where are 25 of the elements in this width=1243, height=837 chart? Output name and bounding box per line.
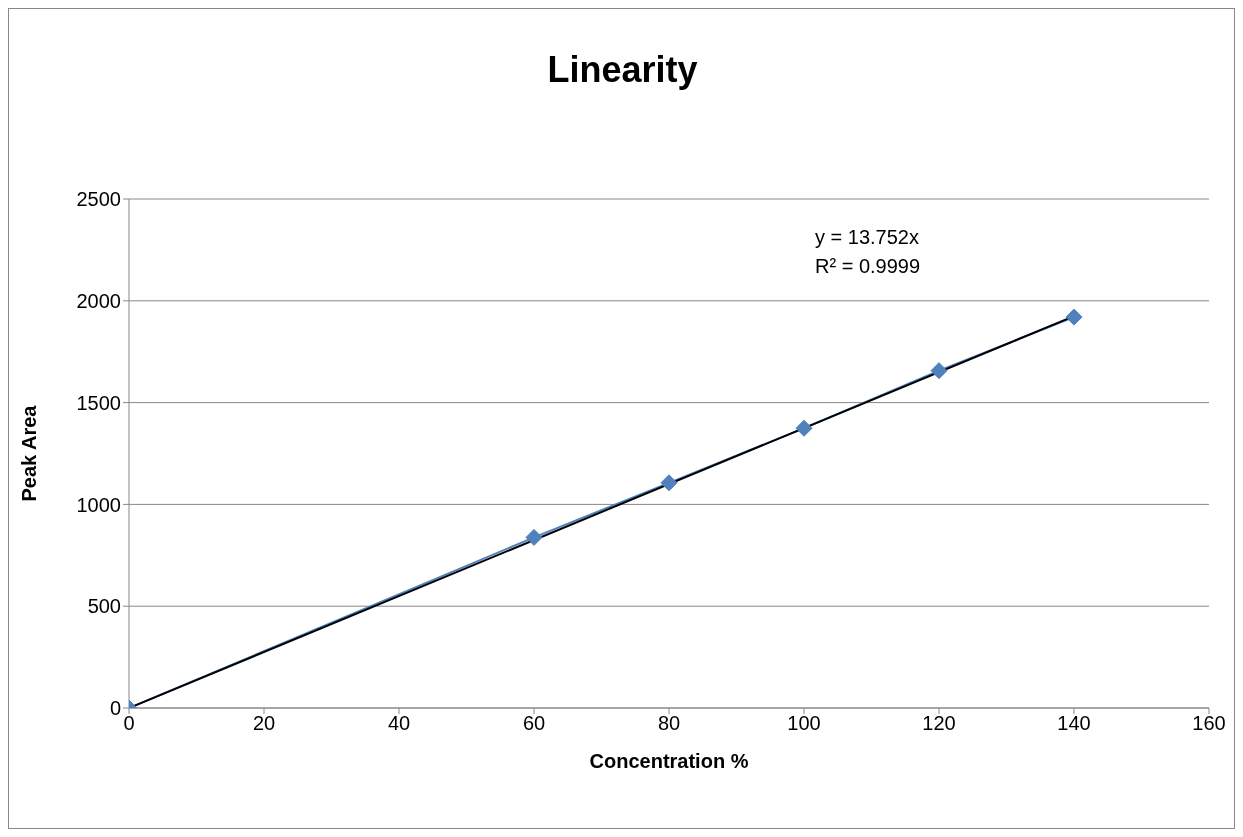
point — [660, 474, 678, 492]
x-tick-label: 40 — [387, 712, 411, 735]
point — [930, 362, 948, 380]
x-tick-label: 20 — [252, 712, 276, 735]
point — [1065, 308, 1083, 326]
y-tick-label: 1000 — [76, 493, 121, 516]
x-tick-label: 140 — [1057, 712, 1091, 735]
y-tick-label: 0 — [109, 697, 121, 720]
annotation: R² = 0.9999 — [815, 254, 921, 279]
y-tick-label: 2500 — [76, 188, 121, 211]
point — [795, 419, 813, 437]
x-tick-label: 60 — [522, 712, 546, 735]
x-tick-label: 80 — [657, 712, 681, 735]
y-axis-title: Peak Area — [18, 404, 41, 502]
x-tick-label: 100 — [787, 712, 821, 735]
y-tick-label: 500 — [87, 595, 121, 618]
x-tick-label: 120 — [922, 712, 956, 735]
x-tick-label: 0 — [123, 712, 135, 735]
annotation: y = 13.752x — [815, 225, 920, 250]
y-tick-label: 2000 — [76, 289, 121, 312]
y-tick-label: 1500 — [76, 391, 121, 414]
chart-title: Linearity — [546, 49, 699, 91]
x-tick-label: 160 — [1192, 712, 1226, 735]
x-axis-title: Concentration % — [589, 750, 749, 772]
point — [525, 528, 543, 546]
